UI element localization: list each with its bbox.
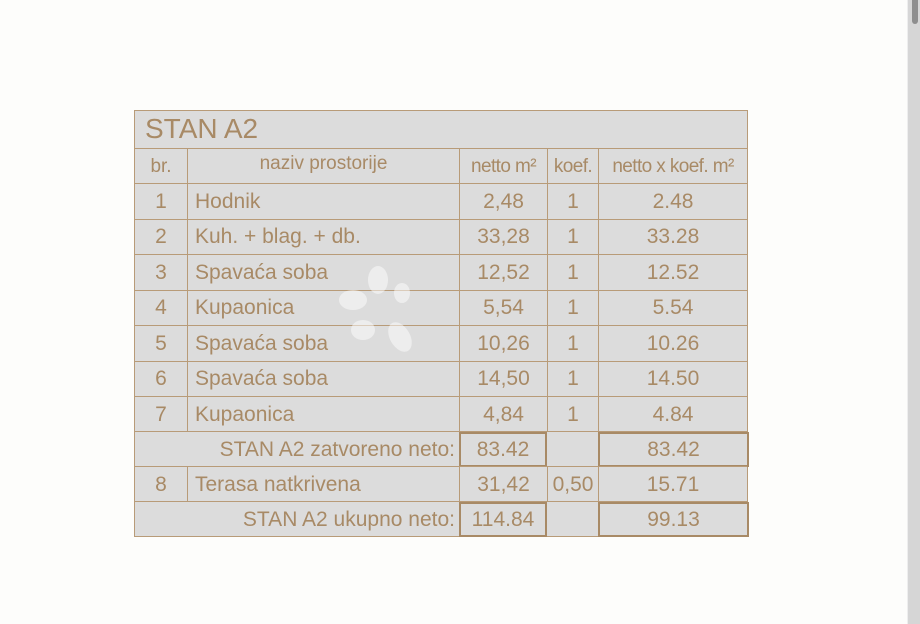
weighted-area: 14.50: [598, 361, 747, 397]
row-number: 7: [155, 402, 167, 426]
weighted-area: 4.84: [598, 397, 747, 432]
room-name: Kupaonica: [187, 290, 459, 326]
terrace-name: Terasa natkrivena: [187, 467, 459, 502]
header-br: br.: [150, 155, 172, 177]
row-number: 4: [155, 296, 167, 319]
scrollbar-thumb[interactable]: [912, 0, 918, 24]
weighted-area: 12.52: [598, 255, 747, 290]
coefficient: 1: [547, 326, 598, 361]
netto-area: 2,48: [459, 184, 547, 219]
room-name: Spavaća soba: [187, 326, 459, 361]
room-name: Spavaća soba: [187, 361, 459, 397]
subtotal-row: STAN A2 zatvoreno neto: 83.42 83.42: [135, 431, 749, 467]
row-number: 5: [155, 331, 167, 355]
weighted-area: 5.54: [598, 290, 747, 326]
subtotal-label: STAN A2 zatvoreno neto:: [219, 437, 455, 461]
coefficient: 1: [547, 219, 598, 255]
total-netto: 114.84: [459, 502, 547, 537]
total-row: STAN A2 ukupno neto: 114.84 99.13: [135, 501, 749, 537]
netto-area: 10,26: [459, 326, 547, 361]
coefficient: 1: [547, 397, 598, 432]
header-koef: koef.: [547, 149, 598, 184]
table-row: 2 Kuh. + blag. + db. 33,28 1 33.28: [135, 218, 747, 255]
subtotal-result: 83.42: [598, 432, 749, 467]
terrace-netto: 31,42: [459, 467, 547, 502]
total-result: 99.13: [598, 502, 749, 537]
header-row: br. naziv prostorije netto m² koef. nett…: [135, 148, 747, 184]
row-number: 2: [155, 225, 167, 248]
netto-area: 33,28: [459, 219, 547, 255]
row-number: 1: [155, 189, 167, 213]
coefficient: 1: [547, 184, 598, 219]
table-row: 7 Kupaonica 4,84 1 4.84: [135, 396, 747, 432]
coefficient: 1: [547, 255, 598, 290]
room-name: Kupaonica: [187, 397, 459, 432]
table-title: STAN A2: [145, 113, 259, 144]
table-row: 4 Kupaonica 5,54 1 5.54: [135, 289, 747, 326]
netto-area: 4,84: [459, 397, 547, 432]
row-number: 6: [155, 367, 167, 390]
terrace-row: 8 Terasa natkrivena 31,42 0,50 15.71: [135, 466, 747, 502]
terrace-koef: 0,50: [547, 467, 598, 502]
table-row: 6 Spavaća soba 14,50 1 14.50: [135, 360, 747, 397]
header-name: naziv prostorije: [187, 149, 459, 184]
subtotal-netto: 83.42: [459, 432, 547, 467]
coefficient: 1: [547, 290, 598, 326]
table-row: 5 Spavaća soba 10,26 1 10.26: [135, 325, 747, 361]
header-result: netto x koef. m²: [598, 149, 747, 184]
netto-area: 5,54: [459, 290, 547, 326]
table-row: 1 Hodnik 2,48 1 2.48: [135, 183, 747, 219]
weighted-area: 33.28: [598, 219, 747, 255]
total-label: STAN A2 ukupno neto:: [242, 507, 455, 531]
room-name: Kuh. + blag. + db.: [187, 219, 459, 255]
room-name: Hodnik: [187, 184, 459, 219]
weighted-area: 10.26: [598, 326, 747, 361]
terrace-br: 8: [155, 472, 167, 496]
header-netto: netto m²: [459, 149, 547, 184]
coefficient: 1: [547, 361, 598, 397]
table-row: 3 Spavaća soba 12,52 1 12.52: [135, 254, 747, 290]
weighted-area: 2.48: [598, 184, 747, 219]
room-area-table: STAN A2 br. naziv prostorije netto m² ko…: [134, 110, 749, 537]
row-number: 3: [155, 260, 167, 284]
scrollbar[interactable]: [907, 0, 920, 624]
terrace-result: 15.71: [598, 467, 747, 502]
netto-area: 12,52: [459, 255, 547, 290]
netto-area: 14,50: [459, 361, 547, 397]
room-name: Spavaća soba: [187, 255, 459, 290]
